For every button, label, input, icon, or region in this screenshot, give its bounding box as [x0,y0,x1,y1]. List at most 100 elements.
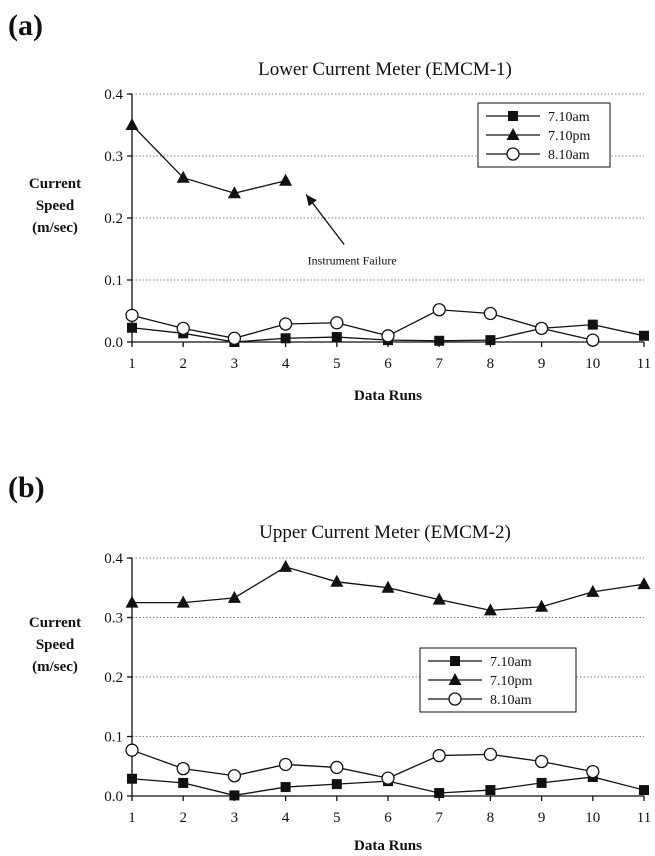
data-point [485,335,496,346]
data-point [127,322,137,333]
data-point [330,760,344,775]
y-tick-label: 0.4 [104,87,123,103]
series-line [131,124,286,194]
x-tick-label: 4 [282,356,290,372]
legend: 7.10am 7.10pm 8.10am [477,102,611,168]
legend-marker [448,673,462,685]
y-axis-label: Current [29,176,81,192]
data-point [330,316,344,330]
data-point [127,773,137,784]
legend-entry: 7.10pm [428,673,533,689]
x-tick-label: 7 [435,810,443,826]
data-point [483,603,497,616]
y-axis-label: Current [29,615,81,631]
x-axis-label: Data Runs [354,388,422,404]
x-tick-label: 9 [538,356,546,372]
x-tick-label: 2 [179,356,187,372]
series-circle [125,743,600,785]
data-point [536,777,547,788]
annotation-arrowhead [306,194,317,207]
data-point [434,335,445,346]
data-point [381,329,395,343]
x-tick-label: 9 [538,810,546,826]
data-point [485,785,496,796]
x-axis-label: Data Runs [354,838,422,854]
data-point [176,761,190,776]
data-point [586,764,600,779]
legend-marker [448,692,462,706]
panel-label: (b) [8,471,45,504]
data-point [227,186,241,199]
data-point [280,333,291,344]
data-point [587,319,598,330]
legend-entry: 8.10am [486,147,590,163]
legend-entry: 7.10am [428,655,532,670]
y-axis-label: (m/sec) [32,220,78,236]
y-tick-label: 0.1 [104,273,123,289]
series-line [131,749,593,779]
y-axis-label: Speed [36,198,75,214]
y-tick-label: 0.3 [104,149,123,165]
data-point [483,306,498,321]
x-tick-label: 1 [128,810,136,826]
x-tick-label: 1 [128,356,136,372]
data-point [176,170,190,183]
y-tick-label: 0.2 [104,670,123,686]
data-point [381,580,395,593]
x-tick-label: 10 [585,356,600,372]
annotation-text: Instrument Failure [308,254,397,268]
y-tick-label: 0.0 [104,335,123,351]
panel-label: (a) [8,9,43,42]
legend-entry: 7.10pm [486,128,591,144]
x-tick-label: 8 [487,810,495,826]
legend-marker [450,656,460,666]
chart-title: Lower Current Meter (EMCM-1) [258,59,512,80]
data-point [535,599,549,612]
legend-marker [506,147,520,161]
data-point [227,769,242,783]
series-line [131,309,593,341]
data-point [586,333,600,347]
data-point [229,790,240,801]
data-point [432,303,446,317]
data-point [280,782,291,793]
chart-upper-current-meter: (b) Upper Current Meter (EMCM-2) 0.0 0.1 0.2… [8,471,651,854]
legend-label: 8.10am [490,693,532,708]
data-point [125,743,139,757]
data-point [278,317,293,331]
series-circle [125,303,600,347]
data-point [432,592,446,605]
data-point [483,747,498,761]
data-point [434,788,445,799]
x-tick-label: 5 [333,356,341,372]
chart-lower-current-meter: (a) Lower Current Meter (EMCM-1) 0.0 0.1 0.2… [8,9,651,404]
x-tick-label: 10 [585,810,600,826]
y-tick-label: 0.3 [104,611,123,627]
data-point [534,754,549,769]
data-point [534,321,549,336]
y-tick-label: 0.4 [104,551,123,567]
data-point [279,173,293,186]
data-point [432,748,446,763]
x-tick-label: 3 [231,356,239,372]
data-point [125,308,139,322]
data-point [227,331,242,345]
y-tick-label: 0.1 [104,730,123,746]
y-axis-label: Speed [36,637,75,653]
data-point [637,577,651,590]
x-tick-label: 5 [333,810,341,826]
legend: 7.10am 7.10pm 8.10am [419,647,577,713]
x-tick-label: 7 [435,356,443,372]
legend-label: 7.10am [490,655,532,670]
legend-entry: 8.10am [428,692,532,708]
data-point [331,332,342,343]
legend-label: 7.10am [548,110,590,125]
series-triangle [125,118,293,199]
y-axis-label: (m/sec) [32,659,78,675]
data-point [278,757,293,772]
legend-label: 7.10pm [490,674,533,689]
data-point [331,779,342,790]
data-point [176,321,190,336]
x-tick-label: 6 [384,810,392,826]
